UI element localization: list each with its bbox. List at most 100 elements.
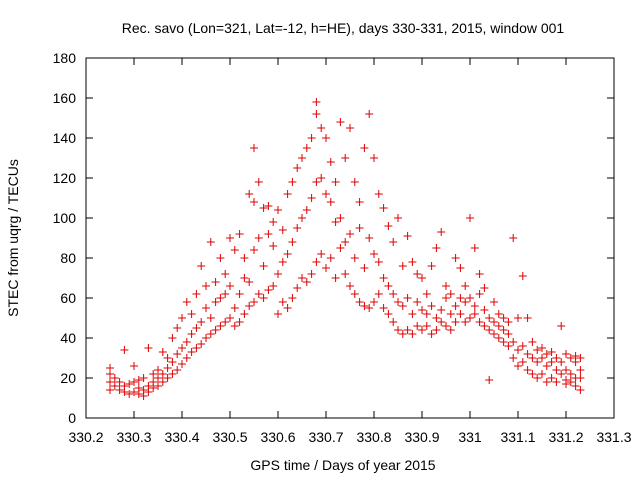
data-point xyxy=(389,238,398,246)
data-point xyxy=(307,270,316,278)
data-point xyxy=(490,318,498,326)
data-point xyxy=(139,374,148,382)
data-point xyxy=(254,290,263,298)
data-point xyxy=(451,318,460,326)
data-point xyxy=(360,264,369,272)
data-point xyxy=(322,134,330,142)
data-point xyxy=(211,278,220,286)
data-point xyxy=(202,334,210,342)
x-tick-label: 331.3 xyxy=(596,429,631,445)
data-point xyxy=(192,290,201,298)
data-point xyxy=(139,386,148,394)
x-axis: 330.2 330.3 330.4 330.5 330.6 330.7 330.8 330.9… xyxy=(68,58,632,445)
data-point xyxy=(346,282,354,290)
data-point xyxy=(341,154,350,162)
data-point xyxy=(336,118,345,126)
data-point xyxy=(547,348,556,356)
data-point xyxy=(134,384,143,392)
data-point xyxy=(269,218,278,226)
data-point xyxy=(168,334,177,342)
data-point xyxy=(408,330,417,338)
data-point xyxy=(427,302,436,310)
data-point xyxy=(326,198,335,206)
data-point xyxy=(154,382,162,390)
data-point xyxy=(557,358,566,366)
data-point xyxy=(427,330,436,338)
data-point xyxy=(461,298,470,306)
data-point xyxy=(509,338,518,346)
data-point xyxy=(494,310,503,318)
data-point xyxy=(312,98,321,106)
data-point xyxy=(475,270,484,278)
y-tick-label: 0 xyxy=(68,410,76,426)
y-axis: 0 20 40 60 80 100 120 140 160 180 xyxy=(53,50,614,426)
data-point xyxy=(432,244,441,252)
y-tick-label: 140 xyxy=(53,130,77,146)
data-point xyxy=(384,282,393,290)
data-point xyxy=(154,374,162,382)
data-point xyxy=(346,124,354,132)
data-point xyxy=(187,310,196,318)
data-point xyxy=(360,302,369,310)
data-point xyxy=(446,290,455,298)
data-point xyxy=(264,230,273,238)
data-point xyxy=(360,144,369,152)
data-point xyxy=(571,352,580,360)
data-point xyxy=(542,350,551,358)
data-point xyxy=(163,354,172,362)
data-point xyxy=(144,344,153,352)
data-point xyxy=(355,224,364,232)
data-point xyxy=(480,284,489,292)
data-point xyxy=(130,362,138,370)
data-point xyxy=(504,318,513,326)
data-point xyxy=(125,390,134,398)
data-point xyxy=(394,326,402,334)
data-point xyxy=(178,314,186,322)
data-point xyxy=(437,228,446,236)
data-point xyxy=(197,262,206,270)
data-point xyxy=(523,350,532,358)
data-point xyxy=(499,326,508,334)
data-point xyxy=(576,374,585,382)
data-point xyxy=(480,322,489,330)
data-point xyxy=(350,290,359,298)
data-point xyxy=(149,378,158,386)
data-point xyxy=(466,314,474,322)
data-point xyxy=(374,290,383,298)
data-point xyxy=(216,322,225,330)
data-point xyxy=(379,304,388,312)
data-point xyxy=(538,370,546,378)
data-point xyxy=(197,340,206,348)
data-point xyxy=(206,330,215,338)
x-tick-label: 330.4 xyxy=(164,429,199,445)
x-tick-label: 331 xyxy=(458,429,482,445)
data-point xyxy=(566,354,575,362)
data-point xyxy=(504,342,513,350)
data-point xyxy=(293,284,302,292)
data-point xyxy=(298,274,306,282)
data-point xyxy=(408,258,417,266)
data-point xyxy=(240,274,249,282)
data-point xyxy=(173,324,182,332)
data-point xyxy=(110,374,119,382)
data-point xyxy=(120,382,129,390)
data-point xyxy=(422,290,431,298)
data-point xyxy=(413,270,422,278)
y-tick-label: 100 xyxy=(53,210,77,226)
y-tick-label: 40 xyxy=(60,330,76,346)
x-axis-label: GPS time / Days of year 2015 xyxy=(250,457,435,473)
data-point xyxy=(269,242,278,250)
data-point xyxy=(442,282,450,290)
data-point xyxy=(552,354,561,362)
data-point xyxy=(533,374,542,382)
data-point xyxy=(422,310,431,318)
data-point xyxy=(168,370,177,378)
data-point xyxy=(446,310,455,318)
data-point xyxy=(466,294,474,302)
data-point xyxy=(221,318,230,326)
data-point xyxy=(379,204,388,212)
data-point xyxy=(403,294,412,302)
data-point xyxy=(518,342,527,350)
data-point xyxy=(456,264,465,272)
data-point xyxy=(206,238,215,246)
